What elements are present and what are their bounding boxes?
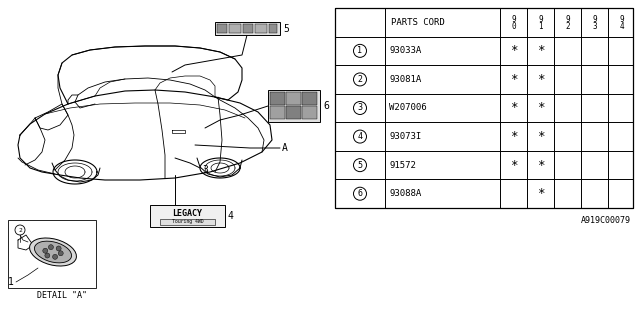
Circle shape <box>58 251 63 256</box>
Ellipse shape <box>35 241 72 263</box>
Bar <box>215 22 280 35</box>
Text: 9: 9 <box>619 15 624 24</box>
Text: 2: 2 <box>565 22 570 31</box>
Bar <box>268 90 320 122</box>
Ellipse shape <box>29 238 76 266</box>
Circle shape <box>49 245 53 250</box>
Text: A919C00079: A919C00079 <box>581 216 631 225</box>
Bar <box>269 24 277 33</box>
Text: *: * <box>537 187 544 200</box>
Bar <box>229 24 241 33</box>
Circle shape <box>45 253 50 258</box>
Text: LEGACY: LEGACY <box>173 209 202 218</box>
Text: 2: 2 <box>18 228 22 233</box>
Bar <box>255 24 267 33</box>
Text: DETAIL "A": DETAIL "A" <box>37 292 87 300</box>
Text: 3: 3 <box>202 165 208 175</box>
Text: 4: 4 <box>228 211 234 221</box>
Text: *: * <box>537 44 544 57</box>
Bar <box>335 8 633 208</box>
Text: *: * <box>509 159 517 172</box>
Text: 1: 1 <box>8 277 14 287</box>
Text: 3: 3 <box>358 103 362 113</box>
Bar <box>160 219 215 225</box>
Text: 93081A: 93081A <box>389 75 421 84</box>
Bar <box>217 24 227 33</box>
Text: 9: 9 <box>592 15 597 24</box>
Bar <box>286 106 301 119</box>
Bar <box>150 205 225 227</box>
Text: 1: 1 <box>358 46 362 55</box>
Text: *: * <box>509 44 517 57</box>
Text: *: * <box>509 130 517 143</box>
Circle shape <box>43 248 48 253</box>
Text: *: * <box>537 159 544 172</box>
Text: 93033A: 93033A <box>389 46 421 55</box>
Text: 5: 5 <box>358 161 362 170</box>
Circle shape <box>56 246 61 251</box>
Circle shape <box>52 254 58 259</box>
Text: 6: 6 <box>358 189 362 198</box>
Bar <box>286 92 301 105</box>
Text: 93088A: 93088A <box>389 189 421 198</box>
Text: *: * <box>537 101 544 115</box>
Text: PARTS CORD: PARTS CORD <box>390 18 444 27</box>
Text: 9: 9 <box>538 15 543 24</box>
Text: 91572: 91572 <box>389 161 416 170</box>
Text: *: * <box>537 130 544 143</box>
Bar <box>302 106 317 119</box>
Text: 0: 0 <box>511 22 516 31</box>
Text: 3: 3 <box>592 22 597 31</box>
Bar <box>270 92 285 105</box>
Bar <box>302 92 317 105</box>
Text: 93073I: 93073I <box>389 132 421 141</box>
Text: 4: 4 <box>619 22 624 31</box>
Text: 9: 9 <box>511 15 516 24</box>
Text: *: * <box>509 101 517 115</box>
Text: *: * <box>509 73 517 86</box>
Bar <box>8 220 96 288</box>
Text: W207006: W207006 <box>389 103 427 113</box>
Text: Touring 4WD: Touring 4WD <box>172 219 204 224</box>
Text: 5: 5 <box>283 23 289 34</box>
Text: *: * <box>537 73 544 86</box>
Text: 2: 2 <box>358 75 362 84</box>
Bar <box>270 106 285 119</box>
Text: 1: 1 <box>538 22 543 31</box>
Text: 4: 4 <box>358 132 362 141</box>
Bar <box>243 24 253 33</box>
Text: 6: 6 <box>323 101 329 111</box>
Text: 9: 9 <box>565 15 570 24</box>
Text: A: A <box>282 143 288 153</box>
